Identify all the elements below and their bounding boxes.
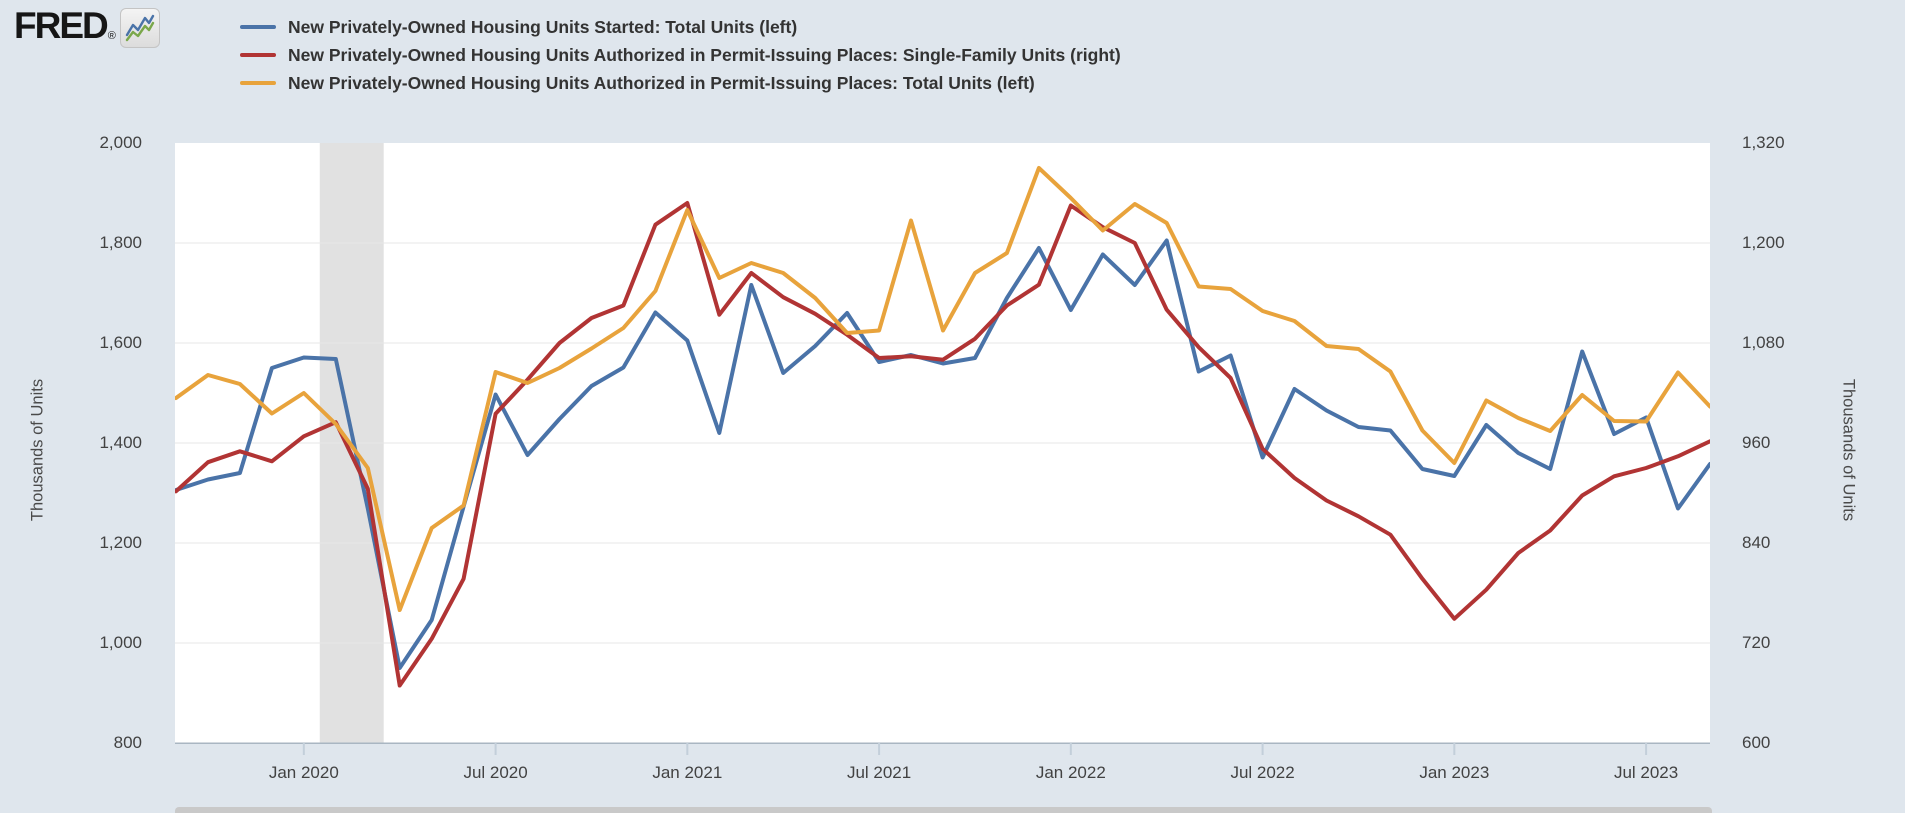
right-axis-tick-label: 1,080 [1742,333,1785,352]
left-axis-tick-label: 1,000 [99,633,142,652]
right-axis-title: Thousands of Units [1839,378,1858,522]
left-axis-tick-label: 1,400 [99,433,142,452]
legend-item-housing-starts-total[interactable]: New Privately-Owned Housing Units Starte… [240,13,1121,41]
fred-logo[interactable]: FRED ® [14,6,160,48]
left-axis-tick-label: 800 [113,733,142,752]
x-axis-tick-label: Jan 2022 [1035,763,1106,782]
date-range-scrollbar[interactable] [175,807,1712,813]
legend-swatch-permits-single-family [240,53,276,57]
right-axis-tick-label: 840 [1742,533,1771,552]
line-chart-icon [119,8,160,48]
left-axis-tick-label: 1,200 [99,533,142,552]
x-axis-tick-label: Jul 2022 [1230,763,1295,782]
right-axis-tick-label: 600 [1742,733,1771,752]
right-axis-tick-label: 720 [1742,633,1771,652]
left-axis-title: Thousands of Units [28,378,47,522]
x-axis-tick-label: Jul 2021 [846,763,912,782]
left-axis-tick-label: 1,600 [99,333,142,352]
legend-swatch-permits-total [240,81,276,85]
series-line-housing-starts-total[interactable] [175,238,1710,670]
x-axis-tick-label: Jan 2020 [268,763,339,782]
series-line-permits-total[interactable] [175,166,1710,612]
right-axis-tick-label: 960 [1742,433,1771,452]
legend: New Privately-Owned Housing Units Starte… [240,13,1121,97]
x-axis-tick-label: Jul 2023 [1613,763,1679,782]
legend-label: New Privately-Owned Housing Units Author… [288,44,1121,65]
legend-label: New Privately-Owned Housing Units Starte… [288,16,798,37]
legend-swatch-housing-starts-total [240,25,276,29]
registered-mark: ® [107,30,116,42]
x-axis-tick-label: Jan 2021 [652,763,723,782]
legend-label: New Privately-Owned Housing Units Author… [288,72,1035,93]
legend-item-permits-single-family[interactable]: New Privately-Owned Housing Units Author… [240,41,1121,69]
left-axis-tick-label: 1,800 [99,233,142,252]
right-axis-tick-label: 1,320 [1742,133,1785,152]
left-axis-tick-label: 2,000 [99,133,142,152]
fred-logo-text: FRED [14,5,109,46]
right-axis-tick-label: 1,200 [1742,233,1785,252]
legend-item-permits-total[interactable]: New Privately-Owned Housing Units Author… [240,69,1121,97]
x-axis-tick-label: Jul 2020 [463,763,528,782]
x-axis-tick-label: Jan 2023 [1419,763,1490,782]
series-line-permits-single-family[interactable] [175,201,1710,688]
